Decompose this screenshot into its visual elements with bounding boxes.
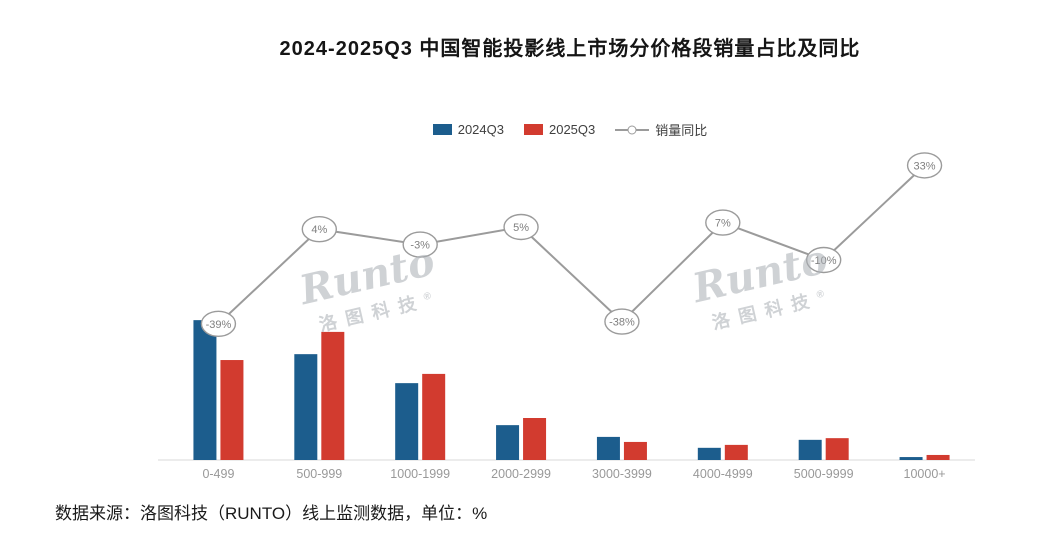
yoy-marker-500-999: [301, 215, 338, 243]
yoy-marker-4000-4999: [705, 209, 741, 236]
watermark-runto-wordmark: Runto: [295, 237, 439, 315]
bar-2024Q3-4000-4999: [697, 447, 721, 460]
bar-2024Q3-2000-2999: [496, 425, 520, 460]
yoy-label-10000+: 33%: [914, 160, 936, 172]
legend-swatch-2025q3-icon: [523, 124, 543, 135]
bar-2024Q3-1000-1999: [395, 383, 419, 460]
yoy-label-3000-3999: -38%: [609, 317, 635, 329]
bar-2024Q3-5000-9999: [798, 439, 822, 460]
bar-2025Q3-0-499: [220, 360, 244, 460]
legend-swatch-2024q3-icon: [432, 124, 452, 135]
yoy-label-1000-1999: -3%: [410, 240, 430, 252]
yoy-marker-1000-1999: [402, 231, 438, 258]
bar-2025Q3-10000+: [926, 454, 950, 460]
chart-title: 2024-2025Q3 中国智能投影线上市场分价格段销量占比及同比: [279, 38, 861, 60]
yoy-label-2000-2999: 5%: [513, 222, 529, 234]
x-axis-label-4000-4999: 4000-4999: [693, 467, 753, 481]
x-axis-label-10000+: 10000+: [904, 467, 946, 481]
legend-label-2025q3: 2025Q3: [548, 122, 596, 137]
data-source-note: 数据来源：洛图科技（RUNTO）线上监测数据，单位：%: [55, 504, 488, 523]
yoy-label-0-499: -39%: [206, 319, 232, 331]
watermark-runto-right: Runto 洛图科技®: [670, 235, 856, 342]
watermark-runto-chinese-text: 洛图科技: [317, 291, 427, 336]
registered-mark-icon: ®: [422, 290, 433, 304]
x-axis-label-500-999: 500-999: [296, 467, 342, 481]
watermark-runto-chinese: 洛图科技®: [680, 277, 856, 342]
legend-item-yoy: 销量同比: [615, 120, 707, 139]
x-axis-label-3000-3999: 3000-3999: [592, 467, 652, 481]
yoy-marker-2000-2999: [503, 213, 539, 241]
x-axis-label-0-499: 0-499: [202, 467, 234, 481]
watermark-runto-wordmark: Runto: [688, 235, 832, 313]
bar-2024Q3-3000-3999: [596, 436, 620, 460]
registered-mark-icon: ®: [815, 288, 826, 302]
x-axis-label-5000-9999: 5000-9999: [794, 467, 854, 481]
yoy-marker-0-499: [200, 310, 237, 337]
yoy-label-4000-4999: 7%: [715, 218, 731, 230]
bar-2025Q3-3000-3999: [623, 441, 647, 460]
yoy-line: [217, 164, 926, 325]
watermark-runto-left: Runto 洛图科技®: [277, 237, 463, 344]
yoy-marker-5000-9999: [805, 246, 842, 274]
legend: 2024Q3 2025Q3 销量同比: [85, 120, 1055, 139]
legend-item-2025q3: 2025Q3: [523, 122, 596, 137]
legend-label-2024q3: 2024Q3: [457, 122, 504, 137]
bar-2025Q3-5000-9999: [825, 438, 849, 460]
bar-2024Q3-10000+: [899, 457, 923, 460]
bar-2024Q3-0-499: [193, 320, 217, 460]
x-axis-label-1000-1999: 1000-1999: [390, 467, 450, 481]
bar-2024Q3-500-999: [294, 354, 318, 460]
bar-2025Q3-1000-1999: [422, 373, 446, 460]
bar-2025Q3-4000-4999: [724, 444, 748, 460]
legend-item-2024q3: 2024Q3: [432, 122, 504, 137]
yoy-marker-10000+: [906, 152, 943, 179]
watermark-runto-chinese: 洛图科技®: [287, 279, 463, 344]
legend-label-yoy: 销量同比: [655, 123, 708, 138]
legend-line-marker-icon: [615, 125, 650, 134]
x-axis-label-2000-2999: 2000-2999: [491, 467, 551, 481]
legend-line-dot-icon: [627, 125, 637, 134]
bar-2025Q3-500-999: [321, 331, 345, 460]
yoy-label-5000-9999: -10%: [811, 255, 837, 267]
bar-2025Q3-2000-2999: [523, 418, 547, 460]
yoy-marker-3000-3999: [604, 308, 640, 335]
yoy-label-500-999: 4%: [311, 224, 327, 236]
watermark-runto-chinese-text: 洛图科技: [710, 289, 820, 334]
